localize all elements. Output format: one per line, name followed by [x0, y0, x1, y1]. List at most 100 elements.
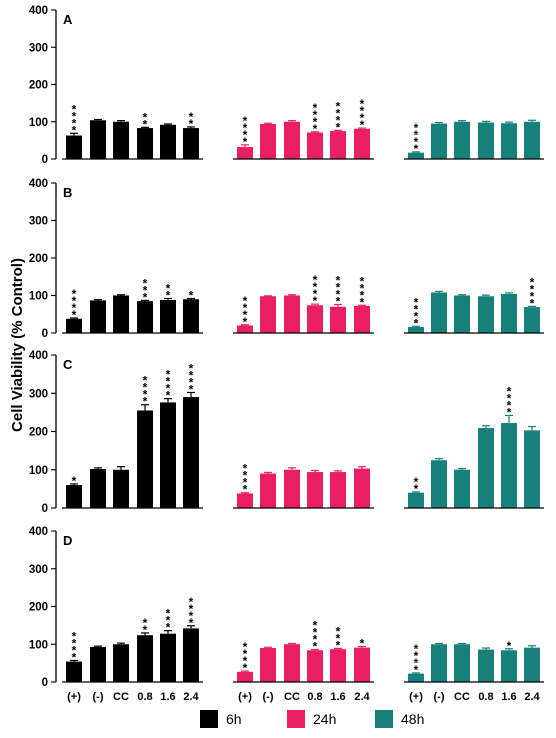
significance-star: *	[360, 97, 365, 111]
significance-star: *	[313, 108, 318, 122]
bar	[284, 295, 300, 333]
significance-star: *	[336, 113, 341, 127]
significance-star: *	[166, 289, 171, 303]
significance-star: *	[313, 273, 318, 287]
significance-star: *	[189, 368, 194, 382]
legend-swatch	[200, 710, 218, 728]
y-tick-label: 100	[29, 465, 48, 477]
significance-star: *	[360, 637, 365, 651]
y-tick-label: 300	[29, 216, 48, 228]
significance-star: *	[243, 476, 248, 490]
bar	[90, 468, 106, 508]
bar	[183, 397, 199, 508]
significance-star: *	[414, 482, 419, 496]
bar	[330, 649, 346, 682]
significance-star: *	[313, 640, 318, 654]
x-tick-label: CC	[113, 691, 129, 703]
significance-star: *	[313, 619, 318, 633]
significance-star: *	[360, 104, 365, 118]
significance-star: *	[72, 123, 77, 137]
significance-star: *	[243, 640, 248, 654]
significance-star: *	[360, 111, 365, 125]
bar	[524, 647, 540, 682]
significance-star: *	[189, 595, 194, 609]
significance-star: *	[143, 283, 148, 297]
bar	[90, 120, 106, 159]
bar	[260, 123, 276, 159]
significance-star: *	[143, 276, 148, 290]
significance-star: *	[530, 282, 535, 296]
significance-star: *	[189, 361, 194, 375]
y-tick-label: 200	[29, 80, 48, 92]
significance-star: *	[72, 116, 77, 130]
significance-star: *	[414, 663, 419, 677]
significance-star: *	[336, 295, 341, 309]
x-tick-label: 0.8	[307, 691, 322, 703]
x-tick-label: (-)	[434, 691, 445, 703]
significance-star: *	[507, 398, 512, 412]
bar	[66, 661, 82, 682]
y-tick-label: 0	[42, 677, 48, 689]
significance-star: *	[414, 302, 419, 316]
x-tick-label: 2.4	[354, 691, 370, 703]
significance-star: *	[360, 274, 365, 288]
bar	[183, 299, 199, 333]
significance-star: *	[189, 609, 194, 623]
significance-star: *	[313, 287, 318, 301]
y-tick-label: 300	[29, 388, 48, 400]
significance-star: *	[243, 462, 248, 476]
y-tick-label: 300	[29, 42, 48, 54]
bar	[478, 122, 494, 159]
bar	[160, 124, 176, 159]
legend-swatch	[287, 710, 305, 728]
bar	[307, 305, 323, 333]
significance-star: *	[143, 381, 148, 395]
x-tick-label: 1.6	[330, 691, 345, 703]
bar	[431, 460, 447, 508]
significance-star: *	[189, 602, 194, 616]
x-tick-label: (-)	[263, 691, 274, 703]
bar	[501, 294, 517, 333]
bar	[454, 295, 470, 333]
significance-star: *	[243, 128, 248, 142]
significance-star: *	[336, 106, 341, 120]
bar	[113, 469, 129, 508]
y-tick-label: 100	[29, 291, 48, 303]
bar	[354, 647, 370, 682]
significance-star: *	[360, 295, 365, 309]
significance-star: *	[414, 309, 419, 323]
significance-star: *	[143, 623, 148, 637]
significance-star: *	[414, 475, 419, 489]
significance-star: *	[507, 384, 512, 398]
significance-star: *	[313, 626, 318, 640]
x-tick-label: 2.4	[183, 691, 199, 703]
significance-star: *	[414, 649, 419, 663]
significance-star: *	[336, 274, 341, 288]
legend-label: 24h	[313, 711, 336, 727]
bar	[354, 128, 370, 159]
significance-star: *	[414, 128, 419, 142]
bar	[260, 473, 276, 508]
bar	[454, 121, 470, 159]
significance-star: *	[72, 102, 77, 116]
significance-star: *	[143, 110, 148, 124]
bar	[354, 306, 370, 333]
significance-star: *	[414, 656, 419, 670]
significance-star: *	[72, 636, 77, 650]
significance-star: *	[143, 117, 148, 131]
significance-star: *	[313, 115, 318, 129]
significance-star: *	[243, 483, 248, 497]
bar	[408, 673, 424, 682]
significance-star: *	[72, 650, 77, 664]
significance-star: *	[243, 661, 248, 675]
significance-star: *	[530, 275, 535, 289]
y-axis-label: Cell Viability (% Control)	[9, 258, 26, 432]
significance-star: *	[166, 614, 171, 628]
significance-star: *	[72, 287, 77, 301]
y-tick-label: 400	[29, 5, 48, 17]
x-tick-label: CC	[284, 691, 300, 703]
y-tick-label: 0	[42, 154, 48, 166]
